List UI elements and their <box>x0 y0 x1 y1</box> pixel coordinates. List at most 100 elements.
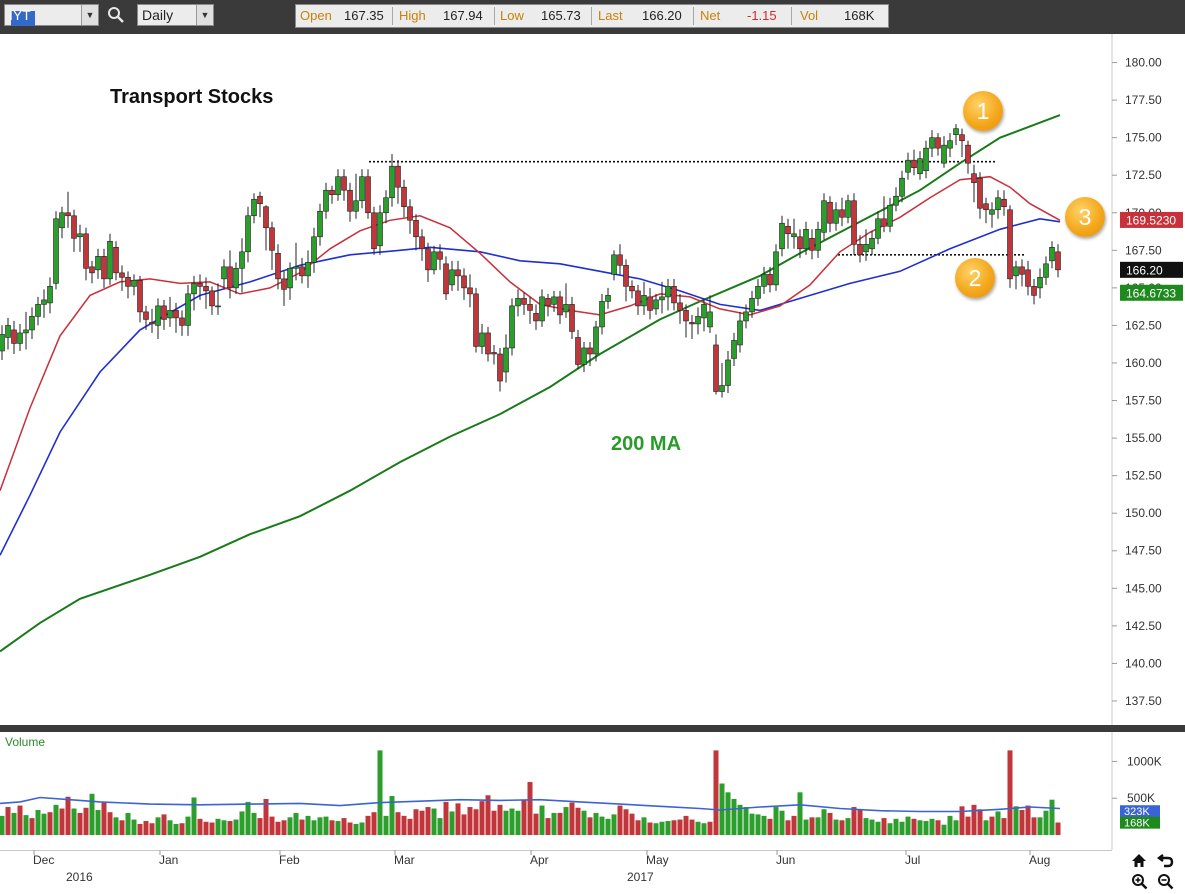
candle-body <box>941 144 947 164</box>
undo-icon[interactable] <box>1157 853 1175 872</box>
candle-body <box>131 280 137 287</box>
candle-body <box>125 277 131 287</box>
volume-average-line <box>0 796 1061 813</box>
volume-bar <box>119 820 125 835</box>
candle <box>1055 244 1061 278</box>
candle <box>461 268 467 300</box>
candle <box>677 293 683 324</box>
candle-body <box>839 209 845 218</box>
candle <box>293 242 299 281</box>
volume-bar <box>821 809 827 835</box>
volume-bar <box>17 805 23 835</box>
volume-bar <box>1007 750 1013 835</box>
candle <box>953 124 959 146</box>
candle <box>767 266 773 293</box>
candle <box>5 317 11 350</box>
volume-bar <box>785 820 791 835</box>
volume-bar <box>941 824 947 835</box>
price-tick-label: 140.00 <box>1125 656 1162 670</box>
month-label: Feb <box>279 853 300 867</box>
price-tick-label: 167.50 <box>1125 243 1162 257</box>
candle <box>71 209 77 252</box>
candle <box>149 308 155 333</box>
candle <box>491 344 497 365</box>
volume-bar <box>11 812 17 835</box>
high-value: 167.94 <box>443 8 483 23</box>
candle <box>245 206 251 263</box>
candle <box>275 244 281 290</box>
last-value: 166.20 <box>642 8 682 23</box>
volume-bar <box>125 812 131 835</box>
separator <box>392 7 393 25</box>
candle-body <box>503 347 509 373</box>
zoom-in-icon[interactable] <box>1131 873 1148 894</box>
time-axis: Dec Jan Feb Mar Apr May Jun Jul Aug 2016 2017 <box>0 850 1112 884</box>
candle <box>155 298 161 339</box>
volume-bar <box>509 808 515 835</box>
volume-bar <box>731 798 737 835</box>
candle-body <box>989 209 995 215</box>
candle <box>473 287 479 353</box>
volume-bar <box>425 807 431 835</box>
volume-bar <box>365 815 371 835</box>
candle <box>455 260 461 291</box>
pane-divider[interactable] <box>0 725 1185 732</box>
candle <box>101 248 107 288</box>
low-value: 165.73 <box>541 8 581 23</box>
search-icon[interactable] <box>107 6 125 24</box>
candle <box>707 295 713 333</box>
candle <box>359 169 365 209</box>
volume-bar <box>263 798 269 835</box>
period-dropdown-button[interactable]: ▼ <box>196 5 213 25</box>
price-tick-label: 175.00 <box>1125 131 1162 145</box>
chevron-down-icon: ▼ <box>200 10 210 20</box>
volume-bar <box>395 812 401 835</box>
volume-bar <box>347 822 353 835</box>
candle-body <box>119 272 125 278</box>
candle-body <box>569 304 575 332</box>
candle <box>209 286 215 315</box>
volume-bar <box>47 812 53 835</box>
candle-body <box>161 305 167 320</box>
period-select[interactable]: Daily ▼ <box>137 4 214 26</box>
candle-body <box>563 304 569 313</box>
volume-bar <box>983 820 989 835</box>
candle <box>935 133 941 156</box>
candle-body <box>815 228 821 251</box>
candle <box>485 326 491 362</box>
home-icon[interactable] <box>1131 853 1147 872</box>
candle <box>173 302 179 333</box>
symbol-dropdown-button[interactable]: ▼ <box>81 5 98 25</box>
candle <box>521 292 527 315</box>
volume-bar <box>53 804 59 835</box>
candle <box>377 205 383 255</box>
volume-bar <box>713 750 719 835</box>
candle <box>683 304 689 338</box>
volume-bar <box>341 818 347 835</box>
candle <box>797 229 803 258</box>
candle-body <box>887 204 893 227</box>
volume-bar <box>407 818 413 835</box>
ma-20-value-tag: 169.5230 <box>1126 213 1176 227</box>
candle-body <box>779 222 785 250</box>
price-chart[interactable]: 180.00177.50175.00172.50170.00167.50165.… <box>0 34 1185 725</box>
candle <box>977 172 983 219</box>
candle <box>77 224 83 252</box>
separator <box>494 7 495 25</box>
volume-bar <box>581 810 587 835</box>
volume-bar <box>617 805 623 835</box>
candle-body <box>173 310 179 319</box>
candle-body <box>401 186 407 208</box>
volume-bar <box>473 809 479 835</box>
candle <box>203 277 209 309</box>
candle-body <box>89 266 95 274</box>
candle-body <box>539 296 545 322</box>
candle <box>467 274 473 308</box>
candle <box>341 169 347 201</box>
candle-body <box>965 144 971 164</box>
candle-body <box>719 385 725 392</box>
symbol-input[interactable]: IYT ▼ <box>4 4 99 26</box>
zoom-out-icon[interactable] <box>1157 873 1174 894</box>
candle-body <box>149 322 155 325</box>
